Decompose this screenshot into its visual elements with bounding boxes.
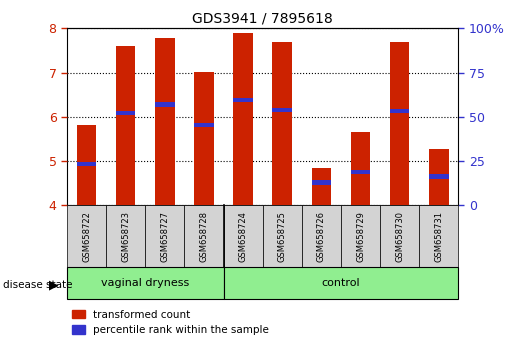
Bar (263, 205, 302, 267)
Bar (224, 267, 458, 299)
Title: GDS3941 / 7895618: GDS3941 / 7895618 (192, 12, 333, 26)
Text: GSM658724: GSM658724 (238, 211, 248, 262)
Bar (77, 125, 96, 205)
Bar (233, 98, 253, 102)
Bar (67, 205, 106, 267)
Text: GSM658727: GSM658727 (160, 211, 169, 262)
Bar (116, 111, 135, 115)
Bar (312, 168, 331, 205)
Bar (67, 267, 224, 299)
Text: GSM658725: GSM658725 (278, 211, 287, 262)
Bar (155, 102, 175, 107)
Bar (77, 162, 96, 166)
Legend: transformed count, percentile rank within the sample: transformed count, percentile rank withi… (72, 310, 269, 335)
Bar (341, 205, 380, 267)
Text: vaginal dryness: vaginal dryness (101, 278, 190, 288)
Text: ▶: ▶ (49, 279, 59, 291)
Bar (116, 46, 135, 205)
Bar (145, 205, 184, 267)
Bar (302, 205, 341, 267)
Text: GSM658730: GSM658730 (395, 211, 404, 262)
Bar (390, 109, 409, 113)
Text: GSM658728: GSM658728 (199, 211, 209, 262)
Bar (429, 175, 449, 179)
Text: GSM658729: GSM658729 (356, 211, 365, 262)
Bar (419, 205, 458, 267)
Text: GSM658731: GSM658731 (434, 211, 443, 262)
Bar (233, 33, 253, 205)
Bar (106, 205, 145, 267)
Text: GSM658726: GSM658726 (317, 211, 326, 262)
Bar (380, 205, 419, 267)
Bar (272, 108, 292, 113)
Text: GSM658722: GSM658722 (82, 211, 91, 262)
Bar (194, 72, 214, 205)
Text: control: control (321, 278, 360, 288)
Bar (429, 149, 449, 205)
Text: disease state: disease state (3, 280, 72, 290)
Bar (351, 132, 370, 205)
Bar (272, 42, 292, 205)
Bar (184, 205, 224, 267)
Bar (351, 170, 370, 175)
Bar (224, 205, 263, 267)
Bar (155, 38, 175, 205)
Text: GSM658723: GSM658723 (121, 211, 130, 262)
Bar (390, 42, 409, 205)
Bar (312, 180, 331, 184)
Bar (194, 122, 214, 127)
